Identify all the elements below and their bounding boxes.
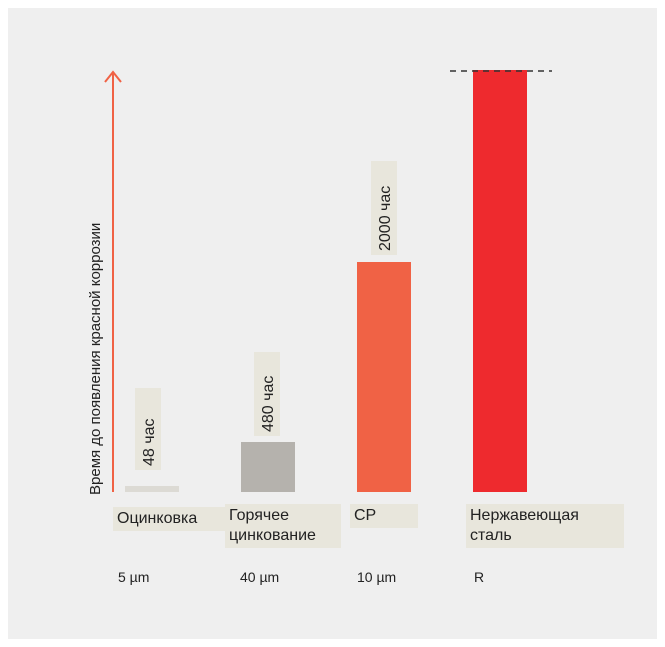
y-axis-label: Время до появления красной коррозии bbox=[87, 223, 104, 495]
value-label-bg-2 bbox=[254, 352, 280, 436]
thickness-label-2: 40 µm bbox=[240, 569, 280, 585]
value-label-bg-3 bbox=[371, 161, 397, 255]
category-label-line: цинкование bbox=[229, 527, 316, 544]
bar-3 bbox=[357, 262, 411, 492]
value-label-2: 480 час bbox=[260, 376, 277, 432]
thickness-label-4: R bbox=[474, 569, 485, 585]
category-label-1: Оцинковка bbox=[113, 507, 229, 531]
category-label-line: сталь bbox=[470, 527, 512, 544]
bar-4 bbox=[473, 70, 527, 492]
category-label-line: CP bbox=[354, 507, 377, 524]
bar-2 bbox=[241, 442, 295, 492]
category-label-3: CP bbox=[350, 504, 418, 528]
category-label-2: Горячее цинкование bbox=[225, 504, 341, 548]
y-axis-arrowhead bbox=[104, 70, 122, 83]
bar-1 bbox=[125, 486, 179, 492]
category-label-4: Нержавеющая сталь bbox=[466, 504, 624, 548]
thickness-label-3: 10 µm bbox=[357, 569, 397, 585]
value-label-bg-1 bbox=[135, 388, 161, 470]
value-label-1: 48 час bbox=[141, 419, 158, 466]
category-label-line: Оцинковка bbox=[117, 510, 198, 527]
thickness-label-1: 5 µm bbox=[118, 569, 150, 585]
category-label-line: Нержавеющая bbox=[470, 507, 579, 524]
value-label-3: 2000 час bbox=[377, 186, 394, 251]
category-label-line: Горячее bbox=[229, 507, 290, 524]
